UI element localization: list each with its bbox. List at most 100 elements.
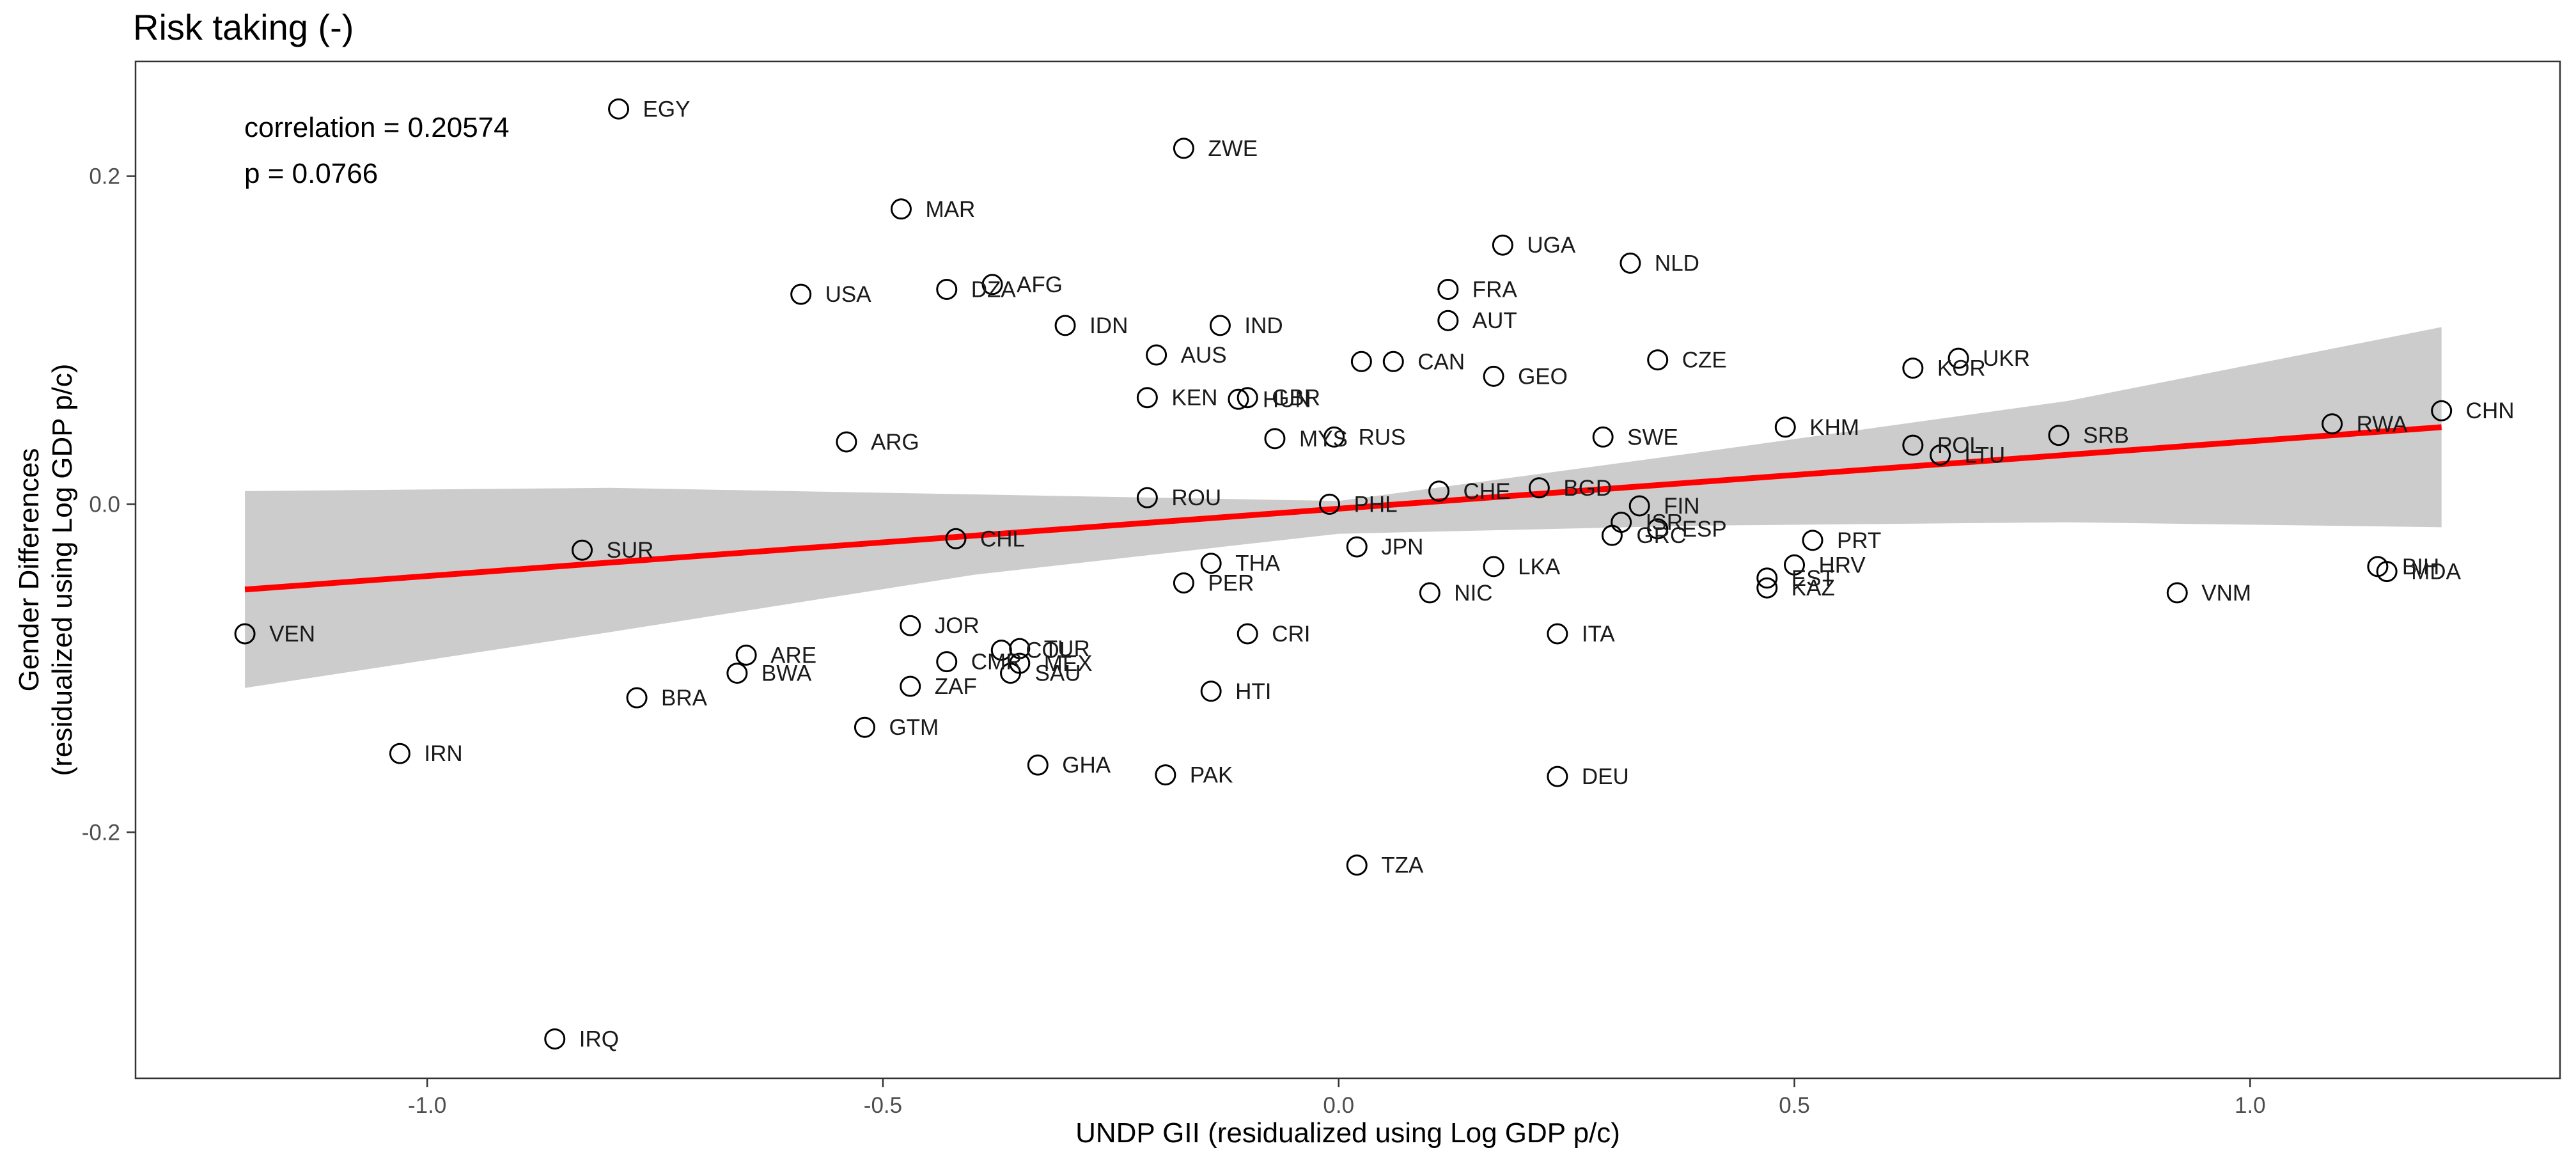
data-point (572, 539, 593, 561)
data-point (1136, 387, 1158, 409)
data-point (1774, 416, 1796, 438)
panel-border (134, 60, 2561, 1080)
data-point (1620, 252, 1641, 274)
data-point (1802, 530, 1823, 551)
point-label: PHL (1354, 492, 1397, 517)
data-point (790, 283, 812, 305)
data-point (1318, 493, 1340, 515)
point-label: FRA (1472, 277, 1518, 302)
point-label: VEN (269, 622, 315, 647)
point-label: UKR (1983, 346, 2030, 371)
point-label: GTM (889, 715, 939, 740)
data-point (1647, 518, 1669, 540)
point-label: ARE (770, 643, 816, 668)
data-point (1382, 350, 1404, 372)
data-point (890, 198, 912, 220)
data-point (1054, 315, 1076, 336)
x-tick-label: 0.5 (1779, 1093, 1810, 1118)
data-point (1592, 426, 1614, 448)
data-point (1902, 358, 1924, 379)
point-label: THA (1235, 551, 1281, 576)
data-point (726, 663, 748, 684)
point-label: RUS (1359, 425, 1406, 450)
point-label: USA (825, 282, 872, 307)
data-point (1483, 365, 1504, 387)
point-label: PRT (1837, 528, 1881, 553)
point-label: HUN (1263, 387, 1311, 412)
data-point (836, 431, 857, 453)
point-label: COL (1026, 638, 1072, 663)
data-point (854, 716, 875, 738)
point-label: ARG (871, 430, 919, 455)
annotation-correlation: correlation = 0.20574 (244, 112, 510, 143)
y-tick-label: 0.0 (89, 492, 120, 517)
data-point (1173, 138, 1194, 159)
point-label: IRN (424, 741, 462, 766)
data-point (1930, 444, 1951, 466)
annotation-p-value: p = 0.0766 (244, 158, 378, 189)
data-point (608, 98, 630, 120)
data-point (1756, 567, 1778, 589)
y-axis-ticks: -0.2 0.0 0.2 (82, 164, 136, 845)
point-label: CZE (1682, 348, 1727, 373)
data-point (1228, 388, 1249, 410)
point-label: SRB (2083, 423, 2129, 448)
data-point (936, 651, 958, 673)
point-label: BWA (761, 661, 812, 686)
y-tick-label: 0.2 (89, 164, 120, 189)
y-axis-title-line-2: (residualized using Log GDP p/c) (47, 364, 78, 776)
data-point (1437, 310, 1459, 331)
point-label: BIH (2402, 554, 2439, 579)
point-label: HTI (1235, 679, 1271, 704)
point-label: NIC (1454, 581, 1492, 606)
point-label: MAR (925, 197, 975, 222)
point-label: NLD (1655, 251, 1699, 276)
data-point (1350, 350, 1372, 372)
point-label: ROU (1171, 485, 1221, 510)
point-label: LTU (1965, 443, 2006, 468)
data-point (2376, 561, 2398, 583)
data-point (1264, 428, 1286, 450)
data-point (1547, 623, 1568, 645)
data-point (900, 675, 921, 697)
point-label: ZAF (935, 674, 977, 699)
data-point (1136, 487, 1158, 508)
point-label: BGD (1563, 476, 1612, 501)
data-point (1000, 663, 1022, 684)
point-label: LKA (1518, 554, 1561, 579)
point-label: GRC (1636, 523, 1686, 548)
data-point (1628, 495, 1650, 517)
data-point (900, 615, 921, 636)
data-point (1155, 764, 1176, 786)
point-label: ITA (1582, 622, 1616, 647)
x-tick-label: 1.0 (2235, 1093, 2266, 1118)
point-label: CHE (1464, 479, 1511, 504)
point-label: CHL (980, 526, 1025, 551)
data-points-layer (234, 98, 2453, 1050)
x-tick-label: 0.0 (1323, 1093, 1354, 1118)
point-label: PER (1208, 571, 1254, 596)
point-label: MDA (2411, 560, 2461, 585)
point-label: GEO (1518, 364, 1568, 389)
data-point (1902, 434, 1924, 456)
point-label: MYS (1299, 427, 1348, 452)
data-point (626, 687, 648, 709)
x-tick-label: -0.5 (864, 1093, 902, 1118)
data-point (1237, 623, 1258, 645)
point-label: DEU (1582, 764, 1629, 789)
point-label: GBR (1272, 386, 1320, 411)
point-label: SWE (1627, 425, 1678, 450)
point-label: TUR (1044, 636, 1090, 661)
point-label: KOR (1937, 356, 1986, 381)
point-label: MEX (1044, 651, 1093, 676)
point-label: SUR (607, 538, 654, 563)
data-point (2431, 400, 2453, 421)
data-point (945, 528, 967, 549)
data-point (981, 274, 1003, 295)
data-point (1948, 347, 1969, 369)
data-point (1200, 553, 1222, 574)
data-point (1492, 234, 1513, 256)
point-label: ZWE (1208, 136, 1258, 161)
point-label: FIN (1664, 494, 1699, 519)
